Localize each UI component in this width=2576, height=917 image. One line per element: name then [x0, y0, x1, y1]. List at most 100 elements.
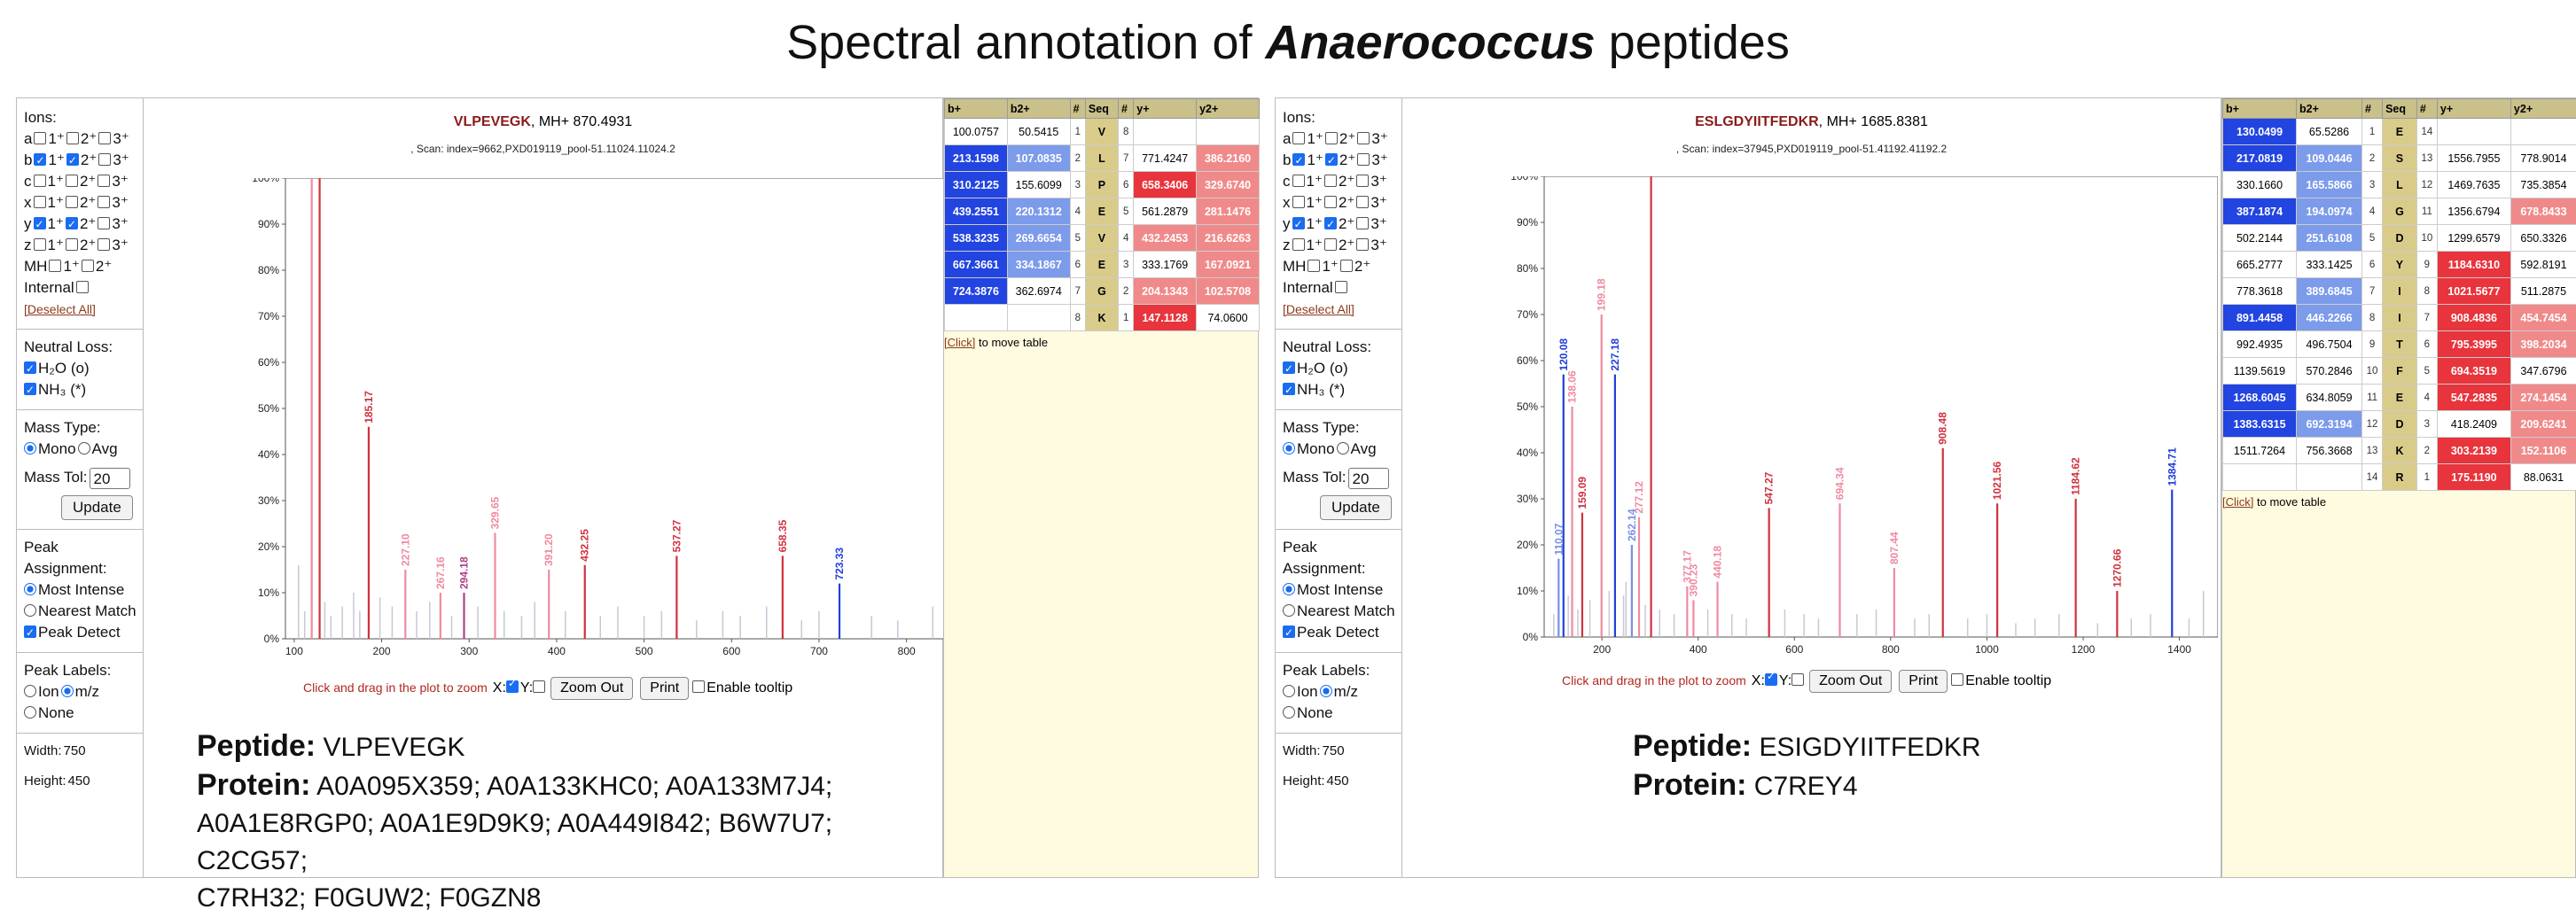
ion-table-cell: 7: [1119, 145, 1134, 172]
ion-charge-checkbox[interactable]: [1324, 238, 1337, 251]
ion-charge-checkbox[interactable]: [1324, 196, 1337, 208]
peak-assignment-label: Peak Assignment:: [1283, 539, 1366, 577]
ion-label-radio[interactable]: [1283, 685, 1295, 697]
ion-charge-checkbox[interactable]: [66, 153, 79, 166]
ion-table-cell: G: [2383, 198, 2417, 225]
enable-tooltip-checkbox[interactable]: [1951, 673, 1963, 686]
zoom-out-button[interactable]: Zoom Out: [550, 677, 633, 700]
ion-table-cell: 329.6740: [1197, 172, 1260, 198]
ion-charge-checkbox[interactable]: [66, 196, 78, 208]
ion-charge-checkbox[interactable]: [1292, 238, 1305, 251]
ion-charge-checkbox[interactable]: [98, 132, 111, 144]
x-zoom-checkbox[interactable]: [1765, 673, 1777, 686]
mass-tol-input[interactable]: 20: [90, 468, 130, 489]
ion-table-cell: D: [2383, 225, 2417, 252]
y-zoom-checkbox[interactable]: [1791, 673, 1804, 686]
nearest-match-radio[interactable]: [24, 604, 36, 617]
deselect-all-link[interactable]: [Deselect All]: [1283, 302, 1354, 316]
width-value[interactable]: 750: [1323, 743, 1345, 758]
ion-charge-checkbox[interactable]: [34, 238, 46, 251]
move-table-link[interactable]: [Click]: [944, 336, 975, 349]
ion-charge-checkbox[interactable]: [66, 175, 78, 187]
most-intense-radio[interactable]: [1283, 583, 1295, 595]
ion-charge-checkbox[interactable]: [98, 217, 110, 229]
peak-detect-checkbox[interactable]: [24, 626, 36, 638]
update-button[interactable]: Update: [1320, 495, 1392, 520]
mono-radio[interactable]: [1283, 442, 1295, 455]
ion-charge-checkbox[interactable]: [66, 132, 79, 144]
ion-table-cell: 4: [1119, 225, 1134, 252]
ion-charge-checkbox[interactable]: [1292, 175, 1305, 187]
mh-charge-checkbox[interactable]: [82, 260, 94, 272]
peak-label: 537.27: [670, 519, 683, 552]
mono-radio[interactable]: [24, 442, 36, 455]
ion-charge-checkbox[interactable]: [1325, 132, 1338, 144]
ion-charge-checkbox[interactable]: [34, 196, 46, 208]
nh3-checkbox[interactable]: [1283, 383, 1295, 395]
ion-label-radio[interactable]: [24, 685, 36, 697]
ion-charge-checkbox[interactable]: [34, 153, 46, 166]
mh-charge-checkbox[interactable]: [1308, 260, 1320, 272]
move-table-text: to move table: [2253, 495, 2326, 509]
ion-charge-checkbox[interactable]: [66, 238, 78, 251]
ion-charge-checkbox[interactable]: [1292, 217, 1305, 229]
ion-charge-checkbox[interactable]: [1356, 238, 1369, 251]
mh-charge-checkbox[interactable]: [1340, 260, 1353, 272]
ion-charge-checkbox[interactable]: [98, 153, 111, 166]
internal-checkbox[interactable]: [1335, 281, 1347, 293]
ion-charge-checkbox[interactable]: [34, 175, 46, 187]
width-value[interactable]: 750: [64, 743, 86, 758]
peak-label: 694.34: [1833, 467, 1846, 500]
ion-table-cell: 2: [1119, 278, 1134, 305]
ion-charge-checkbox[interactable]: [1325, 153, 1338, 166]
move-table-link[interactable]: [Click]: [2222, 495, 2253, 509]
peak-detect-checkbox[interactable]: [1283, 626, 1295, 638]
mh-charge-checkbox[interactable]: [49, 260, 61, 272]
ion-charge-checkbox[interactable]: [66, 217, 78, 229]
ion-charge-checkbox[interactable]: [98, 175, 110, 187]
ion-charge-checkbox[interactable]: [98, 238, 110, 251]
ion-charge-checkbox[interactable]: [1357, 132, 1370, 144]
none-label-radio[interactable]: [1283, 706, 1295, 719]
x-zoom-checkbox[interactable]: [506, 680, 519, 693]
height-value[interactable]: 450: [1327, 773, 1349, 789]
enable-tooltip-checkbox[interactable]: [692, 680, 705, 693]
peptide-label: Peptide:: [197, 729, 316, 763]
print-button[interactable]: Print: [640, 677, 689, 700]
mass-tol-input[interactable]: 20: [1348, 468, 1389, 489]
ion-charge-checkbox[interactable]: [1292, 153, 1305, 166]
update-button[interactable]: Update: [61, 495, 133, 520]
ion-charge-checkbox[interactable]: [98, 196, 110, 208]
ion-charge-checkbox[interactable]: [1324, 217, 1337, 229]
ion-charge-checkbox[interactable]: [34, 132, 46, 144]
avg-radio[interactable]: [78, 442, 90, 455]
ion-charge-checkbox[interactable]: [1356, 196, 1369, 208]
charge-label: 1⁺: [1307, 130, 1323, 147]
ion-charge-checkbox[interactable]: [1292, 196, 1305, 208]
height-value[interactable]: 450: [68, 773, 90, 789]
y-zoom-checkbox[interactable]: [533, 680, 545, 693]
zoom-out-button[interactable]: Zoom Out: [1809, 670, 1892, 693]
print-button[interactable]: Print: [1899, 670, 1948, 693]
mono-label: Mono: [1297, 440, 1335, 457]
mz-label-radio[interactable]: [1320, 685, 1332, 697]
h2o-checkbox[interactable]: [24, 361, 36, 374]
avg-radio[interactable]: [1337, 442, 1349, 455]
internal-checkbox[interactable]: [76, 281, 89, 293]
ion-charge-checkbox[interactable]: [1356, 175, 1369, 187]
deselect-all-link[interactable]: [Deselect All]: [24, 302, 96, 316]
nearest-match-radio[interactable]: [1283, 604, 1295, 617]
ion-table-cell: 547.2835: [2437, 385, 2510, 411]
ion-charge-checkbox[interactable]: [1292, 132, 1305, 144]
none-label-radio[interactable]: [24, 706, 36, 719]
ion-charge-checkbox[interactable]: [1356, 217, 1369, 229]
mz-label-radio[interactable]: [61, 685, 74, 697]
ion-charge-checkbox[interactable]: [1324, 175, 1337, 187]
ion-charge-checkbox[interactable]: [1357, 153, 1370, 166]
ion-charge-checkbox[interactable]: [34, 217, 46, 229]
most-intense-radio[interactable]: [24, 583, 36, 595]
h2o-checkbox[interactable]: [1283, 361, 1295, 374]
nh3-checkbox[interactable]: [24, 383, 36, 395]
